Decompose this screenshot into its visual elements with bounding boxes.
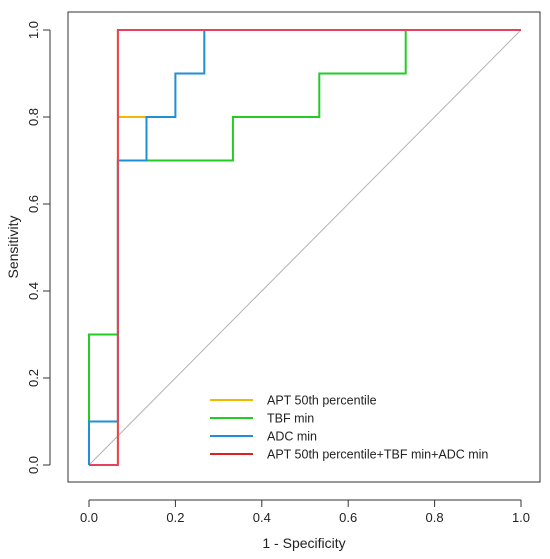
y-tick-label: 0.6 <box>26 195 41 213</box>
x-tick-label: 0.2 <box>166 510 184 525</box>
x-tick-label: 0.6 <box>339 510 357 525</box>
x-tick-label: 1.0 <box>512 510 530 525</box>
x-axis-title: 1 - Specificity <box>262 535 345 551</box>
y-tick-label: 0.0 <box>26 456 41 474</box>
legend: APT 50th percentile TBF min ADC min APT 50t… <box>210 394 488 462</box>
x-tick-label: 0.8 <box>426 510 444 525</box>
y-tick-label: 1.0 <box>26 21 41 39</box>
y-tick-label: 0.8 <box>26 108 41 126</box>
series-line-4 <box>89 29 521 466</box>
series-line-2 <box>88 29 521 465</box>
series-group <box>88 29 521 466</box>
y-tick-label: 0.2 <box>26 369 41 387</box>
legend-label-1: APT 50th percentile <box>267 394 377 408</box>
y-axis-title: Sensitivity <box>5 215 21 278</box>
x-tick-label: 0.4 <box>253 510 271 525</box>
y-axis: 0.0 0.2 0.4 0.6 0.8 1.0 <box>26 21 51 474</box>
reference-diagonal-line <box>88 29 522 466</box>
plot-frame <box>67 11 541 483</box>
x-axis: 0.0 0.2 0.4 0.6 0.8 1.0 <box>80 499 530 525</box>
reference-diagonal-group <box>88 29 522 466</box>
legend-label-3: ADC min <box>267 430 317 444</box>
legend-label-4: APT 50th percentile+TBF min+ADC min <box>267 448 488 462</box>
y-tick-label: 0.4 <box>26 282 41 300</box>
x-tick-label: 0.0 <box>80 510 98 525</box>
series-line-3 <box>88 29 521 465</box>
legend-label-2: TBF min <box>267 412 314 426</box>
